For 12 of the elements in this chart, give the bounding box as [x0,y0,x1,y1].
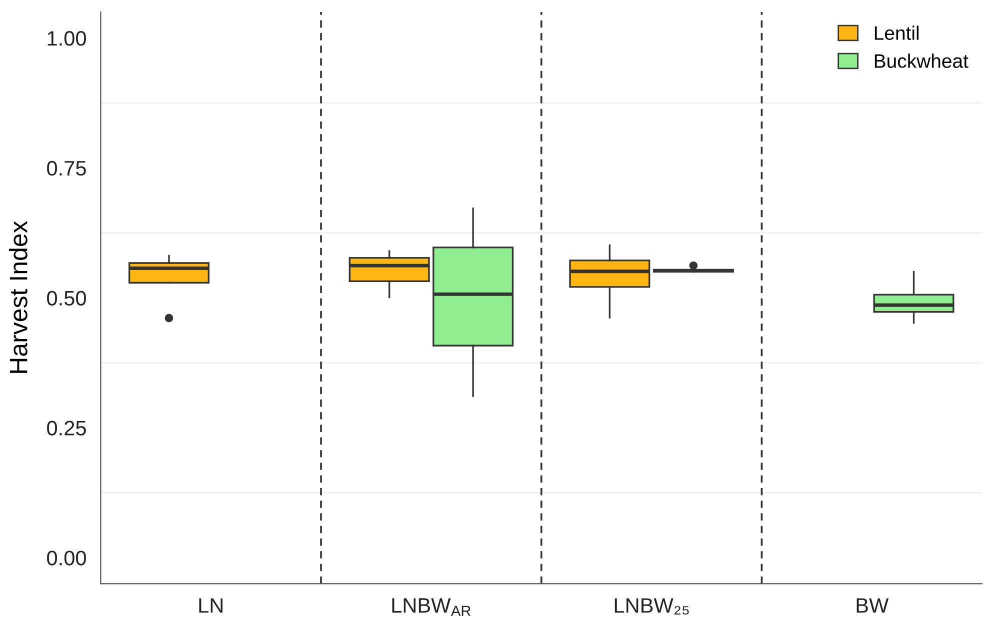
x-tick-label: LN [199,598,222,613]
x-tick-label: LNBW$_{AR}$ [392,598,471,616]
y-axis-title: Harvest Index [9,220,28,373]
y-tick-label: 1.00 [48,30,86,46]
y-tick-label: 0.25 [47,420,86,436]
legend-label: Lentil [874,26,919,40]
y-tick-label: 0.75 [47,160,86,176]
y-tick-label: 0.50 [47,290,86,306]
legend-label: Buckwheat [874,54,968,68]
x-tick-label: LNBW₂₅ [614,598,689,615]
y-tick-label: 0.00 [47,550,86,566]
x-tick-label: BW [856,598,889,613]
